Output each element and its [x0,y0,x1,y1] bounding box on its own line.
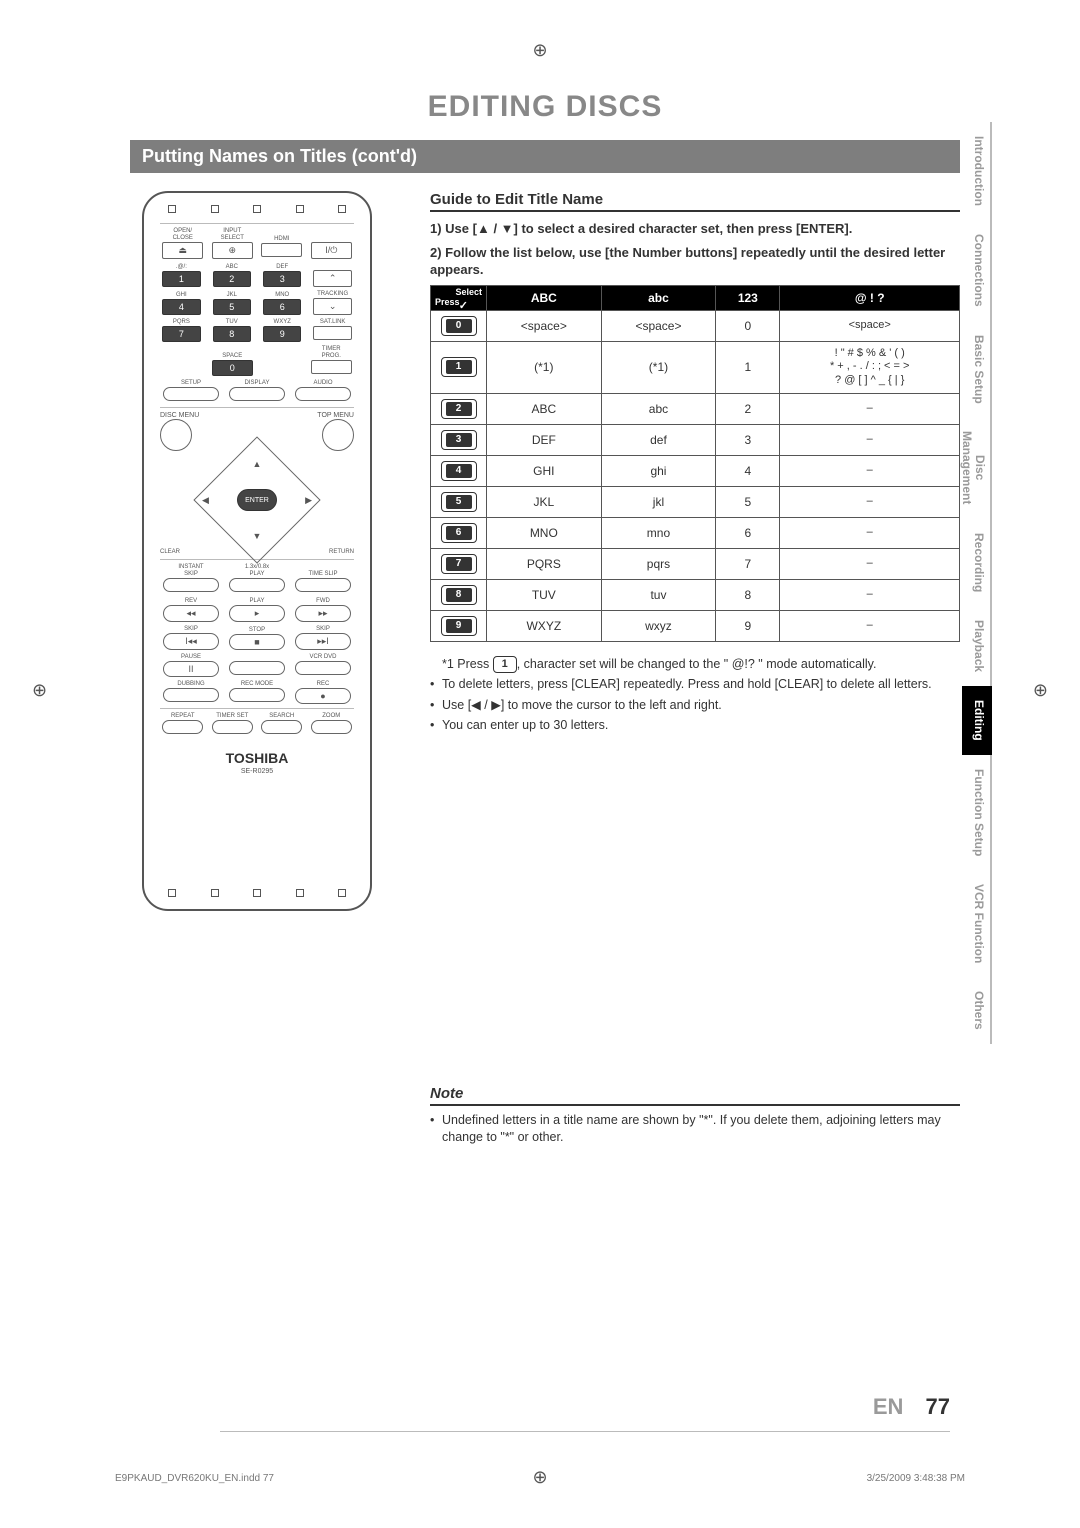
table-cell: <space> [487,310,602,341]
notes-list: *1 Press 1, character set will be change… [430,656,960,735]
table-cell: – [780,548,960,579]
side-tab: VCR Function [962,870,992,977]
table-key-cell: 5 [431,486,487,517]
page-number: 77 [926,1394,950,1419]
disc-menu-label: DISC MENU [160,412,199,419]
table-cell: 3 [716,424,780,455]
table-cell: – [780,486,960,517]
table-header: 123 [716,285,780,310]
table-cell: 4 [716,455,780,486]
note-title: Note [430,1085,960,1102]
guide-title: Guide to Edit Title Name [430,191,960,208]
table-key-cell: 2 [431,393,487,424]
table-key-cell: 9 [431,610,487,641]
table-cell: 1 [716,341,780,393]
table-cell: wxyz [601,610,716,641]
side-tab: Function Setup [962,755,992,870]
table-cell: ABC [487,393,602,424]
side-tab: Recording [962,519,992,606]
table-cell: 0 [716,310,780,341]
table-cell: mno [601,517,716,548]
note-bullet: You can enter up to 30 letters. [430,717,960,735]
side-tab: Editing [962,686,992,755]
note-bullet: To delete letters, press [CLEAR] repeate… [430,676,960,694]
print-date: 3/25/2009 3:48:38 PM [867,1473,965,1484]
note-text: Undefined letters in a title name are sh… [430,1112,960,1147]
table-cell: tuv [601,579,716,610]
page-title: EDITING DISCS [130,90,960,124]
table-cell: DEF [487,424,602,455]
table-header: abc [601,285,716,310]
remote-control-diagram: OPEN/CLOSE⏏INPUTSELECT⊕HDMII/⏻ .@/:1ABC2… [142,191,372,911]
table-corner: Select ✓ Press [431,285,487,310]
side-tabs: IntroductionConnectionsBasic SetupDisc M… [962,122,992,1044]
table-cell: pqrs [601,548,716,579]
table-key-cell: 8 [431,579,487,610]
side-tab: Playback [962,606,992,686]
remote-model: SE-R0295 [160,768,354,775]
table-cell: – [780,424,960,455]
table-cell: 5 [716,486,780,517]
lang-code: EN [873,1394,904,1419]
table-cell: PQRS [487,548,602,579]
table-cell: – [780,393,960,424]
table-cell: 8 [716,579,780,610]
table-cell: – [780,610,960,641]
return-label: RETURN [329,549,354,555]
table-cell: <space> [601,310,716,341]
print-file: E9PKAUD_DVR620KU_EN.indd 77 [115,1473,274,1484]
table-cell: MNO [487,517,602,548]
side-tab: Connections [962,220,992,321]
character-set-table: Select ✓ Press ABC abc 123 @ ! ? 0<space… [430,285,960,642]
remote-brand: TOSHIBA [160,750,354,766]
top-menu-button [322,419,354,451]
clear-label: CLEAR [160,549,180,555]
table-key-cell: 7 [431,548,487,579]
guide-step-2: 2) Follow the list below, use [the Numbe… [430,244,960,279]
table-cell: GHI [487,455,602,486]
table-cell: 9 [716,610,780,641]
side-tab: Others [962,977,992,1044]
table-key-cell: 0 [431,310,487,341]
side-tab: Introduction [962,122,992,220]
table-cell: jkl [601,486,716,517]
note-bullet: Use [◀ / ▶] to move the cursor to the le… [430,697,960,715]
table-cell: 2 [716,393,780,424]
table-cell: JKL [487,486,602,517]
note-star1: *1 Press 1, character set will be change… [430,656,960,674]
table-cell: 6 [716,517,780,548]
table-cell: (*1) [487,341,602,393]
guide-step-1: 1) Use [▲ / ▼] to select a desired chara… [430,220,960,238]
table-key-cell: 6 [431,517,487,548]
section-heading: Putting Names on Titles (cont'd) [130,140,960,173]
table-cell: WXYZ [487,610,602,641]
table-key-cell: 4 [431,455,487,486]
table-cell: – [780,517,960,548]
note-box: Note Undefined letters in a title name a… [430,1085,960,1147]
page-footer: EN 77 [873,1394,950,1420]
page-content: EDITING DISCS Putting Names on Titles (c… [0,0,1080,1207]
table-cell: – [780,579,960,610]
table-key-cell: 1 [431,341,487,393]
table-cell: TUV [487,579,602,610]
table-cell: ghi [601,455,716,486]
table-cell: abc [601,393,716,424]
table-cell: <space> [780,310,960,341]
table-header: @ ! ? [780,285,960,310]
table-cell: (*1) [601,341,716,393]
table-cell: ! " # $ % & ' ( ) * + , - . / : ; < = > … [780,341,960,393]
side-tab: Disc Management [962,417,992,518]
navigation-pad: ENTER ▲▼ ◀▶ [160,455,354,545]
table-header: ABC [487,285,602,310]
table-cell: – [780,455,960,486]
side-tab: Basic Setup [962,321,992,418]
disc-menu-button [160,419,192,451]
enter-button: ENTER [237,489,277,511]
table-cell: 7 [716,548,780,579]
print-info: E9PKAUD_DVR620KU_EN.indd 77 3/25/2009 3:… [115,1473,965,1484]
table-key-cell: 3 [431,424,487,455]
table-cell: def [601,424,716,455]
top-menu-label: TOP MENU [317,412,354,419]
